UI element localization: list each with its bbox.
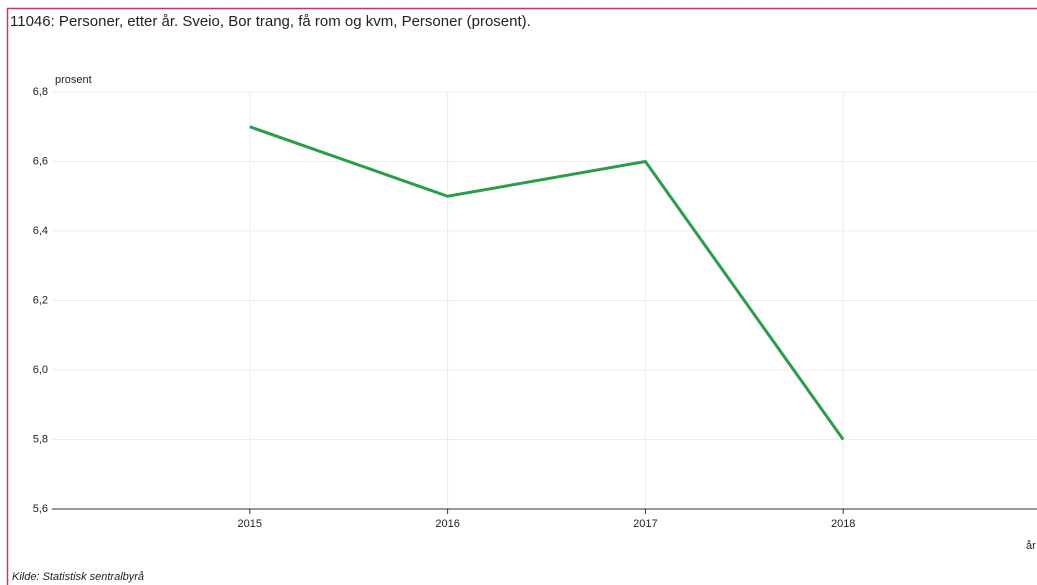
- x-tick-label: 2017: [633, 518, 657, 530]
- line-series: [249, 125, 845, 441]
- source: Kilde: Statistisk sentralbyrå: [12, 571, 144, 583]
- y-tick-label: 6,6: [33, 155, 48, 167]
- chart-title: 11046: Personer, etter år. Sveio, Bor tr…: [10, 13, 531, 30]
- x-tick-label: 2015: [238, 518, 262, 530]
- y-axis-label: prosent: [55, 74, 92, 86]
- y-tick-label: 5,6: [33, 503, 48, 515]
- y-tick-label: 6,0: [33, 364, 48, 376]
- y-tick-label: 5,8: [33, 433, 48, 445]
- x-axis-label: år: [1026, 540, 1036, 552]
- y-tick-label: 6,2: [33, 294, 48, 306]
- x-tick-label: 2018: [831, 518, 855, 530]
- y-tick-label: 6,8: [33, 86, 48, 98]
- x-tick-label: 2016: [435, 518, 459, 530]
- y-tick-label: 6,4: [33, 225, 48, 237]
